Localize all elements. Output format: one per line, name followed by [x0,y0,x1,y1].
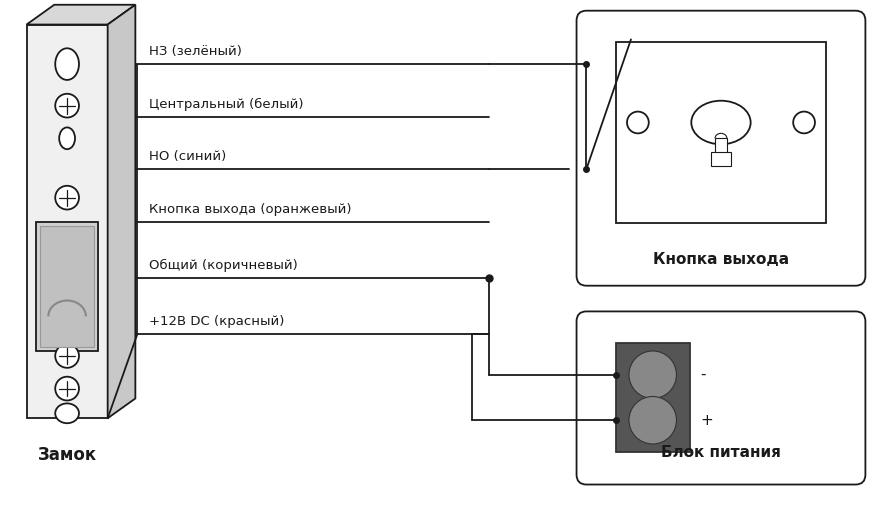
Text: НЗ (зелёный): НЗ (зелёный) [149,45,242,58]
FancyBboxPatch shape [576,312,865,485]
Ellipse shape [55,403,79,423]
Text: Замок: Замок [37,446,97,464]
Polygon shape [107,5,136,418]
Polygon shape [27,5,136,25]
Text: Блок питания: Блок питания [660,445,780,460]
Text: +12В DC (красный): +12В DC (красный) [149,315,284,328]
FancyBboxPatch shape [576,11,865,286]
Circle shape [55,186,79,210]
Text: НО (синий): НО (синий) [149,150,226,163]
Circle shape [628,351,676,399]
Bar [711,152,730,166]
Bar [616,343,689,452]
Bar [616,42,825,224]
Ellipse shape [55,48,79,80]
Bar [36,222,97,351]
Circle shape [626,112,648,133]
Circle shape [55,94,79,117]
Bar [41,226,94,347]
Ellipse shape [690,101,750,144]
Text: +: + [699,413,712,428]
Ellipse shape [59,127,75,149]
Circle shape [792,112,814,133]
Circle shape [55,376,79,401]
Bar [714,139,727,158]
Bar [27,25,107,418]
Circle shape [628,397,676,444]
Text: Кнопка выхода (оранжевый): Кнопка выхода (оранжевый) [149,203,352,216]
Text: Общий (коричневый): Общий (коричневый) [149,259,298,272]
Text: -: - [699,367,705,382]
Text: Центральный (белый): Центральный (белый) [149,97,303,111]
Text: Кнопка выхода: Кнопка выхода [652,252,789,267]
Circle shape [55,344,79,368]
